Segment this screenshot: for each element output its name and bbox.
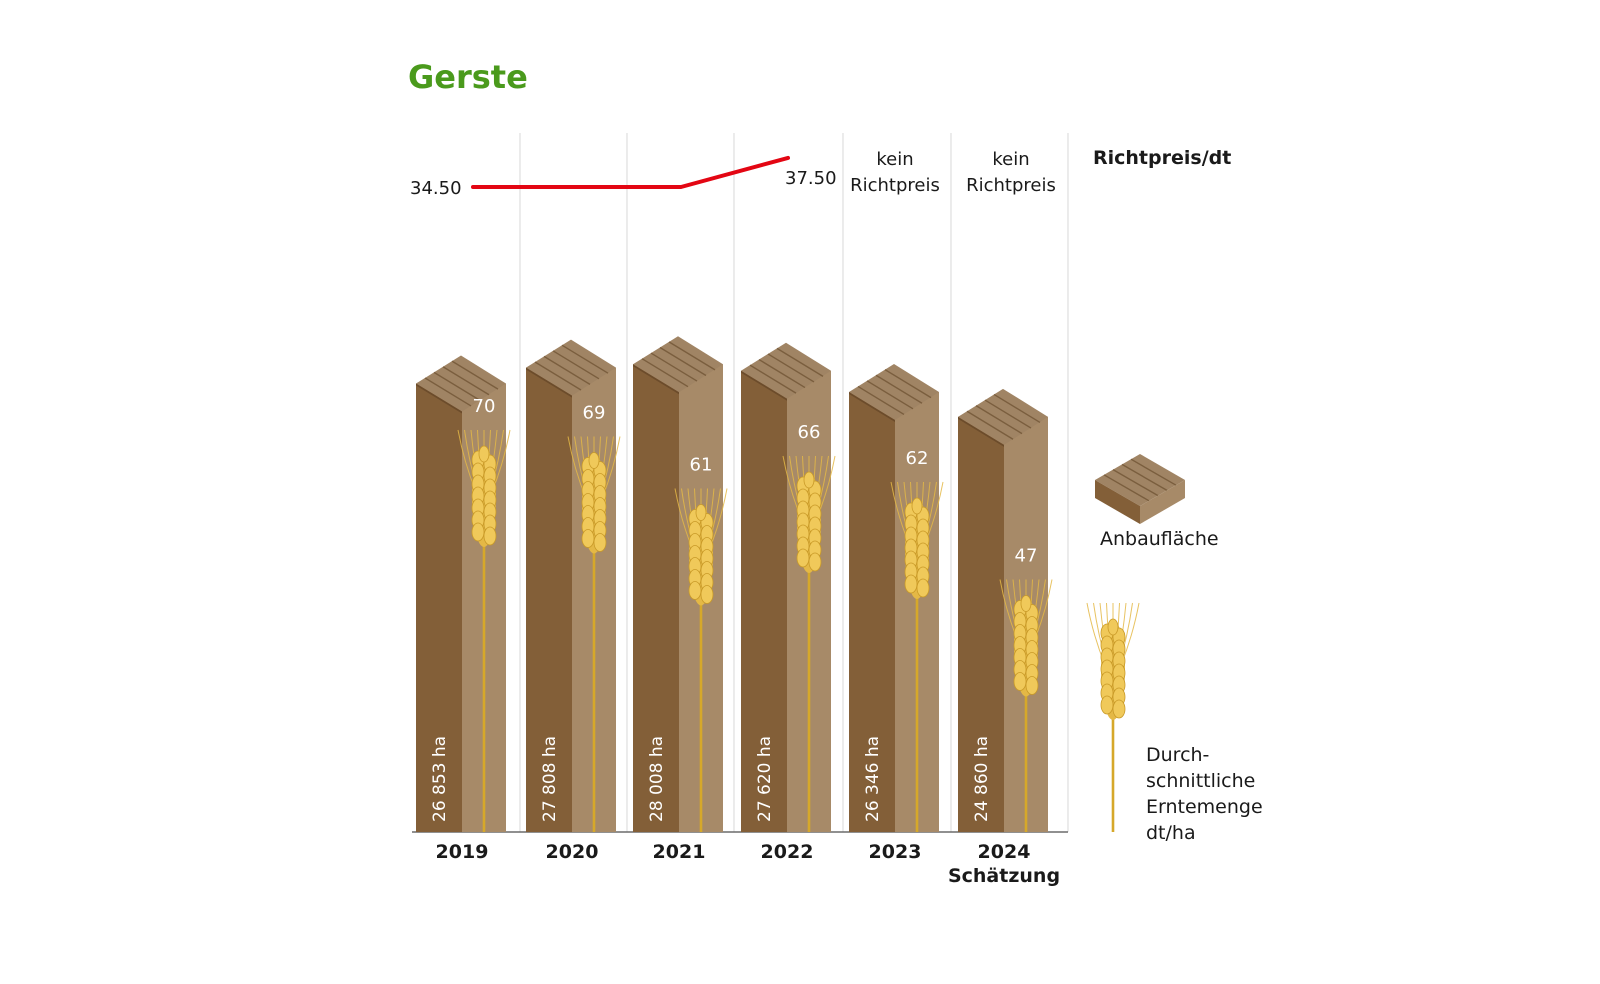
bar-2024: 24 860 ha 47 [958, 388, 1053, 832]
area-bar-top [633, 336, 723, 395]
price-line [471, 155, 790, 189]
legend-yield-line: Durch- [1146, 744, 1210, 766]
year-label-2021: 2021 [652, 841, 706, 863]
legend-yield-label: Durch-schnittliche Erntemenge dt/ha [1146, 742, 1263, 846]
legend-area-icon [1095, 454, 1185, 524]
yield-value-label: 61 [690, 455, 713, 476]
area-bar-top [741, 342, 831, 401]
area-bar-front [633, 364, 679, 832]
no-price-line2: Richtpreis [850, 175, 940, 196]
yield-value-label: 70 [473, 396, 496, 417]
yield-value-label: 66 [798, 422, 821, 443]
year-label-2022: 2022 [760, 841, 814, 863]
price-start-label: 34.50 [410, 178, 462, 199]
wheat-ear-icon [581, 452, 607, 554]
year-note: Schätzung [947, 865, 1061, 887]
year-label-2023: 2023 [868, 841, 922, 863]
area-value-label: 26 853 ha [430, 736, 450, 822]
area-bar-top [958, 388, 1048, 447]
area-bar-front [416, 383, 462, 832]
legend-yield-line: schnittliche [1146, 770, 1256, 792]
area-bar-front [741, 370, 787, 832]
legend-yield-line: Erntemenge [1146, 796, 1263, 818]
area-value-label: 27 620 ha [755, 736, 775, 822]
area-value-label: 24 860 ha [972, 736, 992, 822]
year-label-2024: 2024 [977, 841, 1031, 863]
no-price-label: kein Richtpreis [951, 147, 1071, 199]
area-bar-top [849, 364, 939, 423]
wheat-ear-icon [1100, 618, 1126, 720]
area-bar-top [526, 339, 616, 398]
legend-yield-line: dt/ha [1146, 822, 1196, 844]
chart-title: Gerste [408, 58, 528, 96]
area-bar-front [849, 392, 895, 832]
wheat-ear-icon [688, 504, 714, 606]
yield-value-label: 62 [906, 448, 929, 469]
bar-2023: 26 346 ha 62 [849, 364, 944, 832]
legend-price-heading: Richtpreis/dt [1093, 147, 1232, 169]
wheat-ear-icon [904, 497, 930, 599]
year-label-2019: 2019 [435, 841, 489, 863]
area-bar-top [416, 355, 506, 414]
legend-wheat-icon [1086, 602, 1140, 832]
price-end-label: 37.50 [785, 168, 837, 189]
no-price-line2: Richtpreis [966, 175, 1056, 196]
bar-2021: 28 008 ha 61 [633, 336, 728, 832]
no-price-line1: kein [876, 149, 914, 170]
area-bar-front [958, 416, 1004, 832]
year-label-2020: 2020 [545, 841, 599, 863]
yield-value-label: 47 [1015, 546, 1038, 567]
no-price-label: kein Richtpreis [835, 147, 955, 199]
no-price-line1: kein [992, 149, 1030, 170]
bar-2022: 27 620 ha 66 [741, 342, 836, 832]
area-value-label: 28 008 ha [647, 736, 667, 822]
wheat-ear-icon [796, 471, 822, 573]
area-value-label: 26 346 ha [863, 736, 883, 822]
area-bar-front [526, 367, 572, 832]
area-value-label: 27 808 ha [540, 736, 560, 822]
yield-value-label: 69 [583, 403, 606, 424]
wheat-ear-icon [471, 445, 497, 547]
legend-area-label: Anbaufläche [1100, 528, 1219, 550]
bar-2019: 26 853 ha 70 [416, 355, 511, 832]
bar-2020: 27 808 ha 69 [526, 339, 621, 832]
wheat-ear-icon [1013, 595, 1039, 697]
